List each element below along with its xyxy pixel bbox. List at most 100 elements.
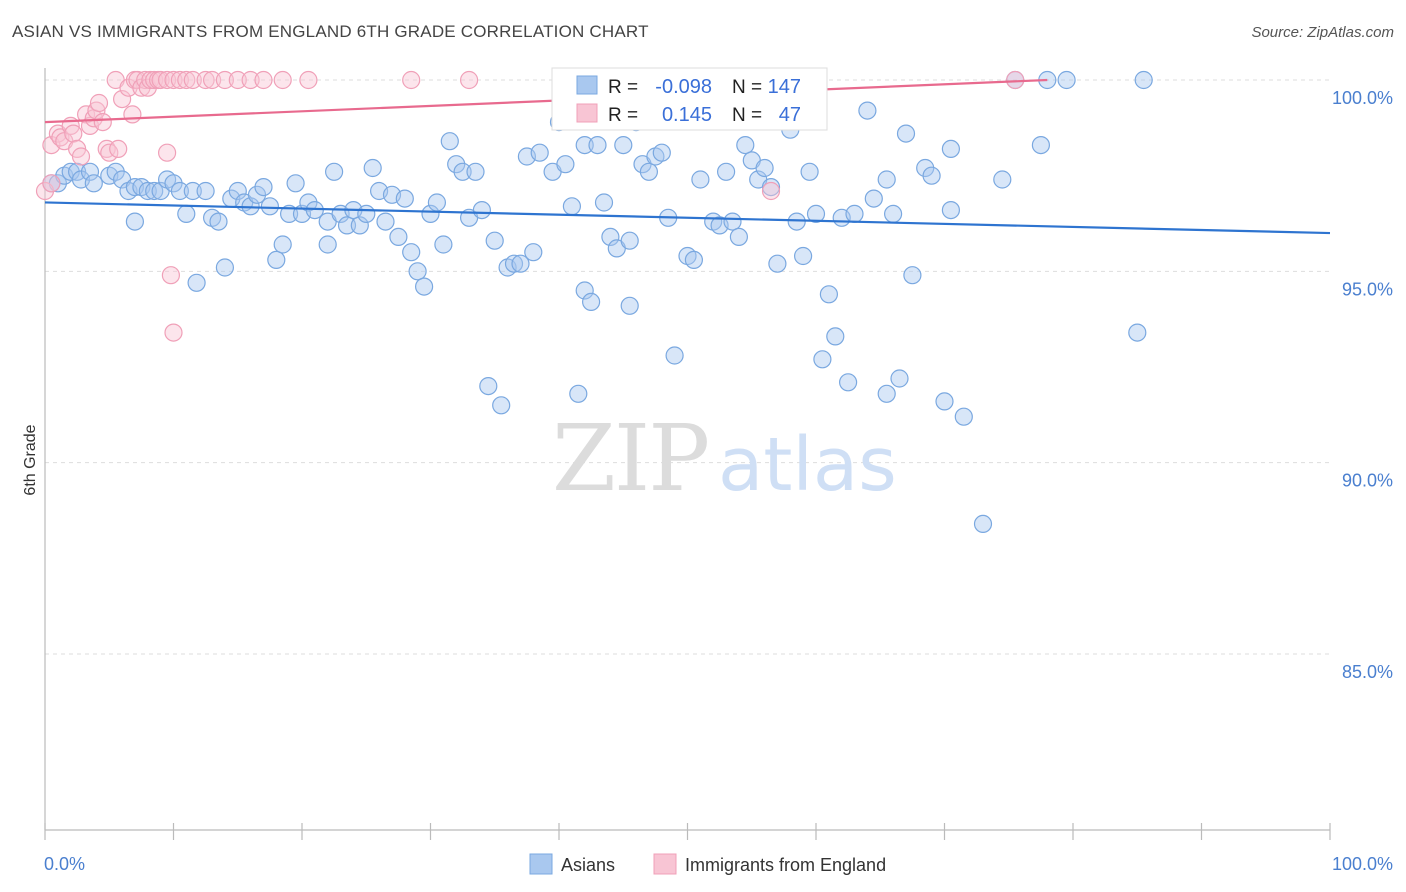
stats-r-label-asians: R = (608, 77, 638, 98)
asians-point (941, 139, 961, 158)
asians-point (903, 266, 922, 285)
stats-n-label-asians: N = (732, 77, 762, 98)
asians-point (485, 231, 504, 250)
asians-point (973, 514, 993, 534)
asians-point (935, 392, 954, 411)
asians-point (196, 181, 215, 201)
asians-point (1128, 323, 1147, 342)
asians-point (215, 258, 234, 277)
asians-point (479, 377, 498, 396)
stats-box-frame (551, 67, 828, 131)
england-point (100, 143, 119, 162)
england-point (254, 70, 273, 90)
legend-swatch-england (653, 853, 677, 875)
asians-point (402, 243, 421, 262)
asians-point (877, 170, 896, 189)
asians-point (254, 178, 273, 197)
trend-lines (44, 78, 1331, 235)
asians-point (569, 384, 588, 403)
asians-point (434, 235, 453, 254)
asians-point (228, 181, 247, 201)
asians-point (1031, 136, 1051, 155)
asians-point (588, 136, 607, 155)
asians-point (415, 277, 434, 296)
asians-point (187, 273, 206, 292)
stats-swatch-asians (576, 75, 598, 95)
asians-point (389, 227, 408, 246)
asians-point (581, 292, 601, 311)
asians-point (755, 158, 774, 178)
england-point (145, 70, 164, 90)
asians-point (472, 201, 491, 220)
asians-point (601, 227, 620, 246)
asians-point (524, 243, 543, 262)
england-point (170, 70, 189, 90)
england-point (89, 93, 109, 113)
asians-point (652, 143, 671, 162)
asians-point (723, 212, 742, 231)
stats-r-value-asians: -0.098 (655, 76, 712, 98)
asians-point (421, 204, 440, 223)
asians-point (562, 197, 582, 216)
england-point (151, 70, 170, 90)
asians-point (504, 254, 524, 273)
england-point (158, 70, 177, 90)
england-point (109, 139, 128, 158)
stats-swatch-england (576, 103, 598, 123)
england-point (761, 181, 781, 201)
england-point (71, 147, 91, 166)
asians-point (376, 212, 395, 231)
asians-point (138, 181, 157, 201)
y-tick-label: 85.0% (1342, 662, 1393, 682)
england-point (196, 70, 215, 90)
asians-point (729, 227, 749, 246)
asians-point (819, 285, 839, 304)
asians-point (761, 178, 781, 197)
england-point (460, 70, 479, 90)
asians-point (145, 181, 164, 201)
stats-r-value-england: 0.145 (662, 104, 712, 126)
asians-point (492, 396, 511, 415)
asians-point (280, 204, 299, 223)
asians-point (337, 216, 357, 235)
asians-point (350, 216, 369, 235)
grid-lines (45, 79, 1330, 655)
asians-point (286, 174, 305, 193)
england-point (123, 105, 142, 124)
asians-point (639, 162, 659, 181)
asians-point (614, 136, 633, 155)
asians-point (318, 235, 337, 254)
stats-n-value-asians: 147 (768, 76, 801, 98)
asians-point (813, 350, 832, 369)
asians-point (447, 155, 466, 174)
y-tick-labels: 85.0% 90.0% 95.0% 100.0% (1332, 88, 1393, 682)
asians-point (84, 174, 103, 193)
asians-point (575, 281, 594, 300)
stats-r-label-england: R = (608, 105, 638, 126)
asians-point (299, 193, 318, 212)
asians-point (170, 181, 189, 201)
watermark: ZIP atlas (552, 405, 897, 512)
asians-point (620, 231, 639, 250)
asians-point (954, 407, 973, 426)
england-points (35, 70, 1025, 342)
y-tick-label: 100.0% (1332, 88, 1393, 108)
asians-point (896, 124, 916, 143)
asians-point (1134, 70, 1153, 90)
legend-swatch-asians (529, 853, 553, 875)
asians-point (858, 101, 877, 120)
asians-point (594, 193, 614, 212)
asians-point (177, 204, 196, 223)
asians-point (993, 170, 1012, 189)
legend-label-england: Immigrants from England (685, 855, 886, 875)
y-axis-label: 6th Grade (22, 424, 39, 495)
asians-point (800, 162, 819, 181)
england-point (158, 143, 177, 162)
asians-point (768, 254, 787, 273)
source-credit: Source: ZipAtlas.com (1251, 24, 1394, 41)
asians-point (883, 204, 903, 223)
asians-point (325, 162, 344, 181)
stats-n-value-england: 47 (779, 104, 801, 126)
asians-point (80, 162, 100, 181)
x-tick-labels: 0.0% 100.0% (44, 823, 1393, 874)
